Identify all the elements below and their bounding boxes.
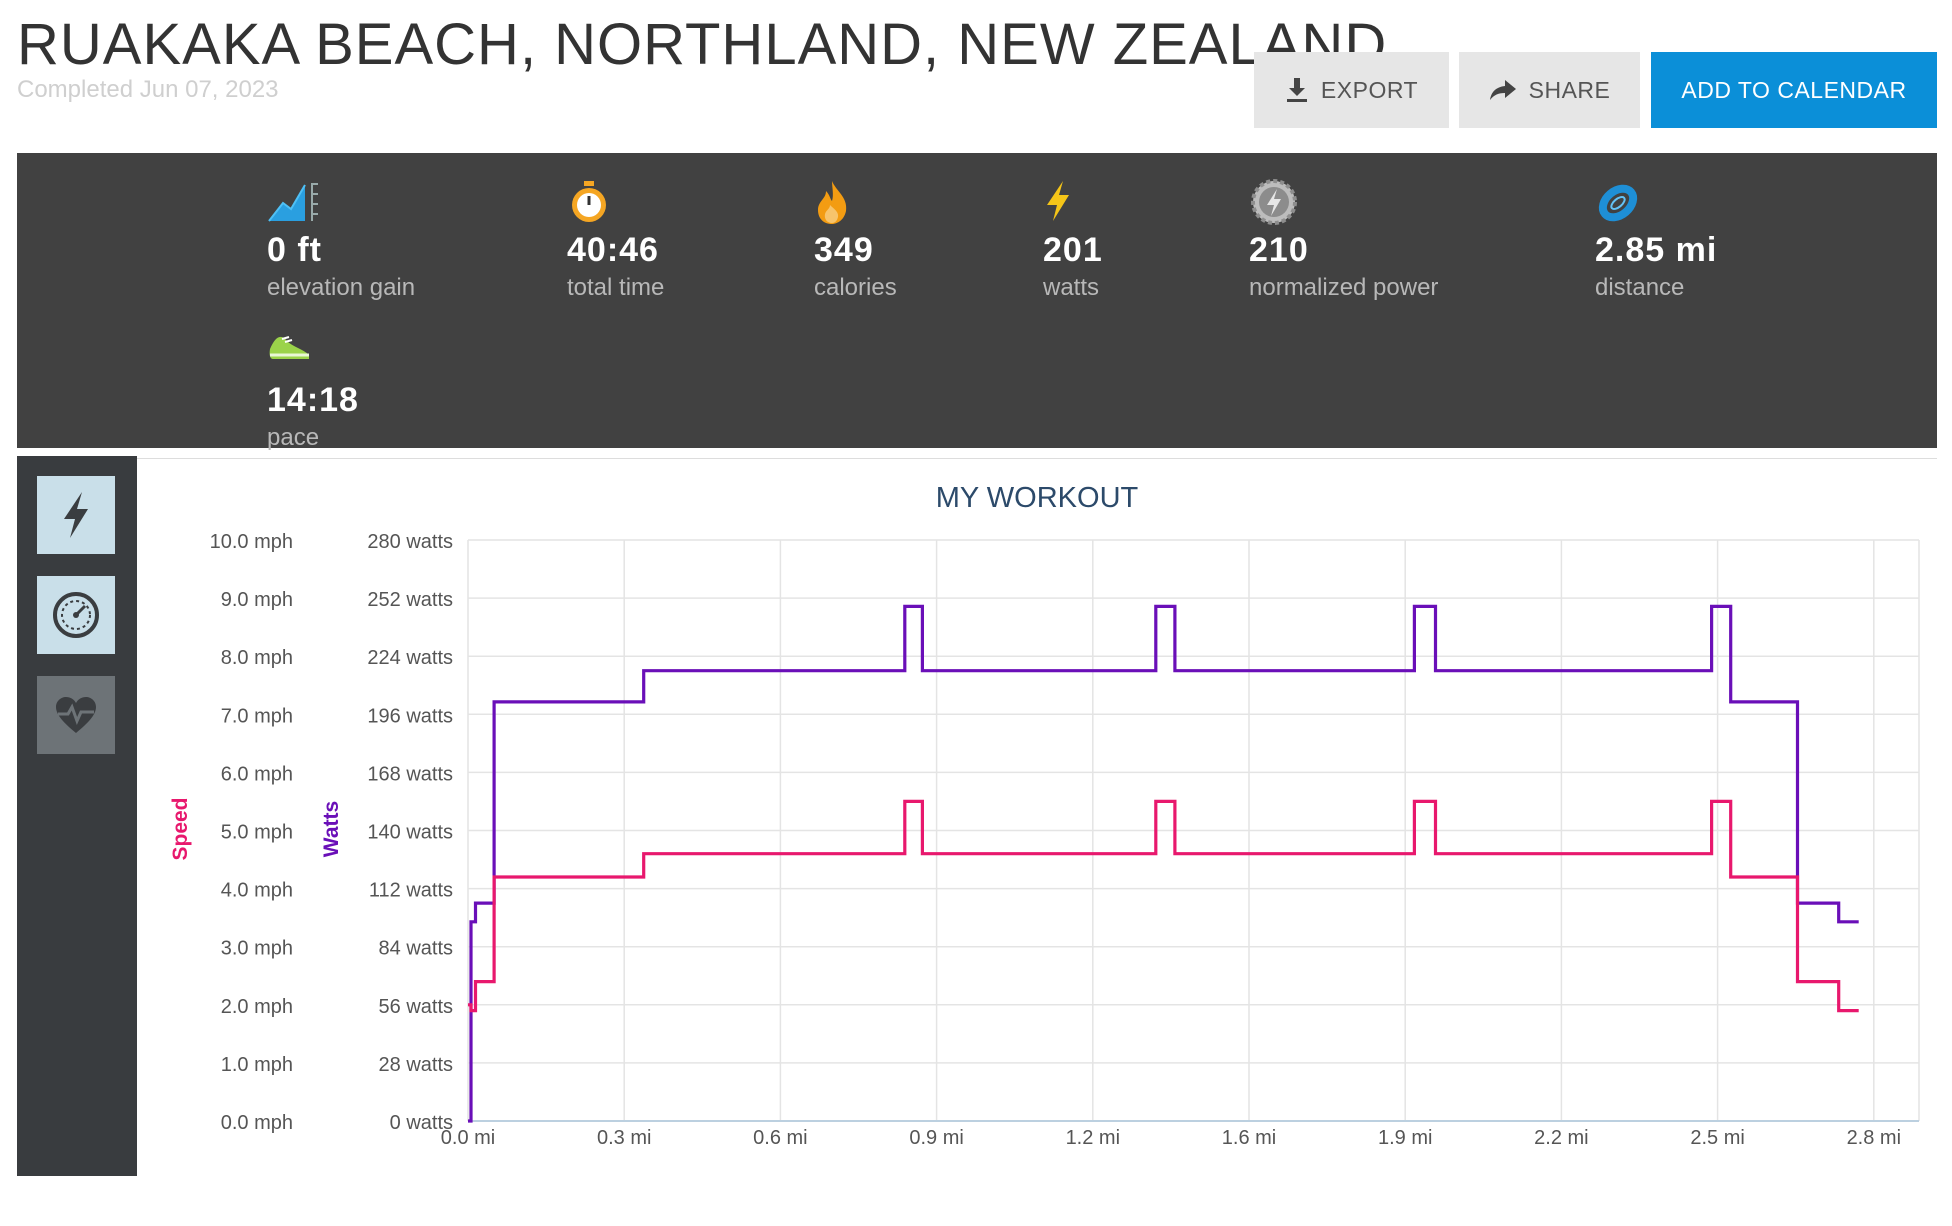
share-arrow-icon (1489, 80, 1516, 100)
sidebar-item-speed[interactable] (37, 576, 115, 654)
stat-label: total time (567, 274, 665, 301)
watts-tick-label: 252 watts (367, 589, 453, 611)
watts-tick-label: 280 watts (367, 531, 453, 553)
stat-elevation: 0 ft elevation gain (267, 179, 415, 302)
power-gear-icon (1251, 179, 1297, 225)
stat-label: elevation gain (267, 274, 416, 301)
lightning-icon (64, 492, 88, 538)
x-tick-label: 2.2 mi (1534, 1127, 1588, 1149)
sidebar-item-heart-rate[interactable] (37, 676, 115, 754)
x-tick-label: 2.5 mi (1690, 1127, 1744, 1149)
shoe-icon (269, 336, 309, 359)
speed-tick-label: 4.0 mph (221, 880, 293, 902)
stat-calories: 349 calories (814, 179, 897, 302)
stat-label: distance (1595, 274, 1685, 301)
stat-value: 349 (814, 231, 874, 269)
watts-tick-label: 168 watts (367, 763, 453, 785)
x-tick-label: 0.3 mi (597, 1127, 651, 1149)
speed-tick-label: 3.0 mph (221, 938, 293, 960)
add-to-calendar-button[interactable]: ADD TO CALENDAR (1651, 52, 1937, 128)
speed-tick-label: 1.0 mph (221, 1054, 293, 1076)
heart-rate-icon (56, 697, 96, 733)
stat-value: 0 ft (267, 231, 322, 269)
share-button[interactable]: SHARE (1459, 52, 1640, 128)
x-tick-label: 1.2 mi (1066, 1127, 1120, 1149)
x-tick-label: 0.9 mi (909, 1127, 963, 1149)
watts-tick-label: 84 watts (379, 938, 453, 960)
watts-axis-label: Watts (320, 801, 343, 857)
distance-icon (1598, 184, 1638, 222)
watts-tick-label: 140 watts (367, 822, 453, 844)
chart-series (468, 604, 1859, 1123)
speed-tick-label: 5.0 mph (221, 822, 293, 844)
watts-tick-label: 196 watts (367, 705, 453, 727)
stat-label: pace (267, 424, 320, 451)
elevation-icon (268, 183, 318, 222)
speed-tick-label: 7.0 mph (221, 705, 293, 727)
export-button[interactable]: EXPORT (1254, 52, 1449, 128)
speed-tick-label: 8.0 mph (221, 647, 293, 669)
sidebar-item-power[interactable] (37, 476, 115, 554)
speed-tick-label: 10.0 mph (210, 531, 293, 553)
stat-value: 210 (1249, 231, 1309, 269)
metric-sidebar (17, 456, 137, 1176)
speedometer-icon (53, 592, 99, 638)
page-title: RUAKAKA BEACH, NORTHLAND, NEW ZEALAND (17, 12, 1388, 72)
stat-label: watts (1043, 274, 1100, 301)
stat-value: 14:18 (267, 381, 359, 419)
stat-watts: 201 watts (1043, 179, 1103, 302)
x-tick-label: 1.6 mi (1222, 1127, 1276, 1149)
export-label: EXPORT (1320, 76, 1419, 103)
x-tick-label: 0.0 mi (441, 1127, 495, 1149)
chart-ticks: 0.0 mph 0 watts 1.0 mph 28 watts 2.0 mph 56 w… (210, 531, 1901, 1149)
watts-tick-label: 28 watts (379, 1054, 453, 1076)
workout-chart: MY WORKOUT Speed Watts 0.0 mph 0 watts 1.0… (137, 458, 1937, 1177)
chart-svg: MY WORKOUT Speed Watts 0.0 mph 0 watts 1.0… (169, 482, 1920, 1149)
speed-axis-label: Speed (169, 797, 192, 860)
stat-label: normalized power (1249, 274, 1439, 301)
x-tick-label: 1.9 mi (1378, 1127, 1432, 1149)
flame-icon (818, 181, 847, 224)
download-icon (1286, 78, 1307, 102)
series-line-speed (468, 799, 1859, 1013)
watts-tick-label: 0 watts (390, 1112, 453, 1134)
speed-tick-label: 6.0 mph (221, 763, 293, 785)
stat-value: 40:46 (567, 231, 659, 269)
series-line-watts (468, 604, 1859, 1123)
stat-total-time: 40:46 total time (567, 179, 664, 302)
chart-grid (467, 539, 1920, 1122)
speed-tick-label: 9.0 mph (221, 589, 293, 611)
completed-date: Completed Jun 07, 2023 (17, 76, 279, 103)
stopwatch-icon (572, 181, 606, 222)
chart-title: MY WORKOUT (936, 482, 1139, 514)
stat-distance: 2.85 mi distance (1595, 179, 1717, 302)
speed-tick-label: 2.0 mph (221, 996, 293, 1018)
watts-tick-label: 56 watts (379, 996, 453, 1018)
stats-panel: 0 ft elevation gain 40:46 total time 349… (17, 153, 1937, 451)
speed-tick-label: 0.0 mph (221, 1112, 293, 1134)
stat-normalized-power: 210 normalized power (1249, 179, 1438, 302)
share-label: SHARE (1528, 76, 1611, 103)
stat-value: 2.85 mi (1595, 231, 1718, 269)
watts-tick-label: 224 watts (367, 647, 453, 669)
stat-label: calories (814, 274, 897, 301)
stat-pace: 14:18 pace (267, 329, 359, 452)
lightning-icon (1047, 181, 1069, 221)
x-tick-label: 2.8 mi (1847, 1127, 1901, 1149)
watts-tick-label: 112 watts (369, 880, 453, 902)
x-tick-label: 0.6 mi (753, 1127, 807, 1149)
stat-value: 201 (1043, 231, 1103, 269)
